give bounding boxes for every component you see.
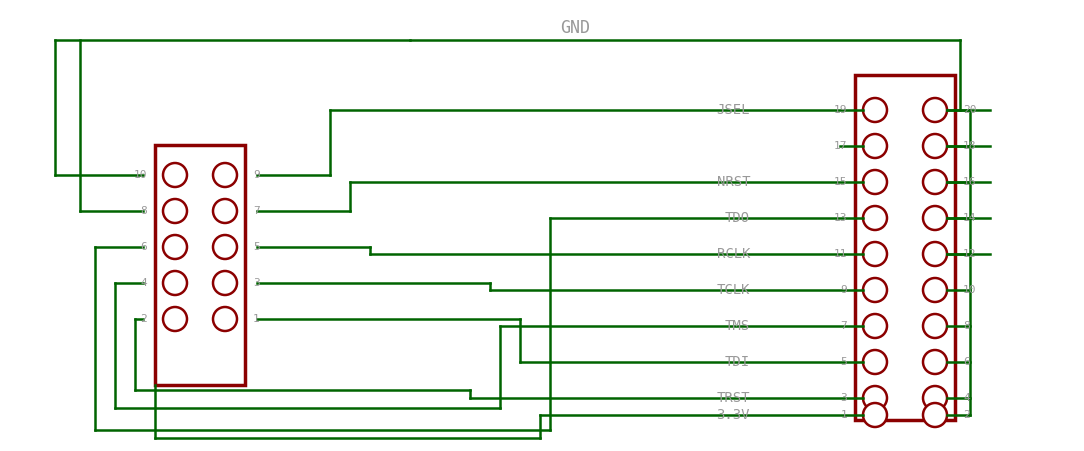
Text: 18: 18 [963,141,977,151]
Text: 9: 9 [840,285,847,295]
Circle shape [922,403,947,427]
Text: 12: 12 [963,249,977,259]
Text: 3.3V: 3.3V [717,408,750,422]
Circle shape [863,242,887,266]
Circle shape [922,350,947,374]
Text: 5: 5 [840,357,847,367]
Circle shape [922,98,947,122]
Text: 6: 6 [963,357,970,367]
Text: TCLK: TCLK [717,283,750,297]
Circle shape [863,403,887,427]
Circle shape [922,242,947,266]
Text: 3: 3 [253,278,260,288]
Text: 15: 15 [834,177,847,187]
Circle shape [922,206,947,230]
Text: 13: 13 [834,213,847,223]
Text: 17: 17 [834,141,847,151]
Text: 2: 2 [140,314,147,324]
Text: 7: 7 [253,206,260,216]
Circle shape [922,170,947,194]
Text: 2: 2 [963,410,970,420]
Circle shape [212,199,237,223]
Text: TDI: TDI [725,355,750,369]
Text: GND: GND [560,19,590,37]
Circle shape [212,307,237,331]
Text: 4: 4 [963,393,970,403]
Circle shape [922,314,947,338]
Circle shape [863,314,887,338]
Text: 19: 19 [834,105,847,115]
Circle shape [212,163,237,187]
Circle shape [863,386,887,410]
Text: 9: 9 [253,170,260,180]
Text: 10: 10 [133,170,147,180]
Text: 7: 7 [840,321,847,331]
Circle shape [163,163,188,187]
Text: 1: 1 [253,314,260,324]
Circle shape [863,350,887,374]
Text: 6: 6 [140,242,147,252]
Text: 5: 5 [253,242,260,252]
Text: TDO: TDO [725,211,750,225]
Text: RCLK: RCLK [717,247,750,261]
Circle shape [163,271,188,295]
Text: JSEL: JSEL [717,103,750,117]
Circle shape [212,271,237,295]
Text: TMS: TMS [725,319,750,333]
Circle shape [863,206,887,230]
Text: 3: 3 [840,393,847,403]
Text: 8: 8 [963,321,970,331]
Circle shape [922,134,947,158]
Text: 20: 20 [963,105,977,115]
Circle shape [863,98,887,122]
Text: 10: 10 [963,285,977,295]
Text: NRST: NRST [717,175,750,189]
Circle shape [922,278,947,302]
Text: 1: 1 [840,410,847,420]
Circle shape [863,278,887,302]
Circle shape [863,134,887,158]
Text: TRST: TRST [717,391,750,405]
Circle shape [163,199,188,223]
Text: 11: 11 [834,249,847,259]
Circle shape [163,235,188,259]
Circle shape [212,235,237,259]
Text: 8: 8 [140,206,147,216]
Text: 16: 16 [963,177,977,187]
Circle shape [863,170,887,194]
Circle shape [922,386,947,410]
Text: 14: 14 [963,213,977,223]
Text: 4: 4 [140,278,147,288]
Circle shape [163,307,188,331]
